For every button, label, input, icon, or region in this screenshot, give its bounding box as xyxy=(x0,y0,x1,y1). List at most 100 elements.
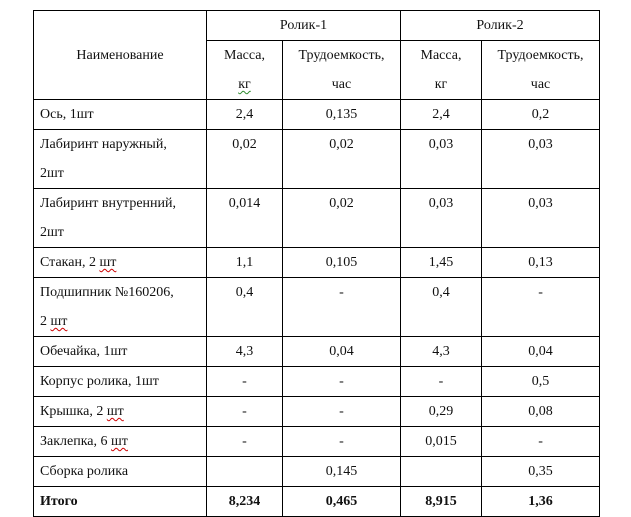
table-row: Ось, 1шт 2,4 0,135 2,4 0,2 xyxy=(33,99,601,130)
r1-mass: - xyxy=(206,396,283,427)
total-r1-mass: 8,234 xyxy=(206,486,283,517)
header-roller-1-label: Ролик-1 xyxy=(279,18,328,33)
r2-labor: 0,08 xyxy=(481,396,601,427)
r2-mass xyxy=(400,456,483,487)
r1-mass: 0,4 xyxy=(206,277,283,337)
r1-labor: 0,02 xyxy=(281,129,402,189)
r1-labor: 0,04 xyxy=(281,336,402,367)
parts-specification-table: Наименование Ролик-1 Ролик-2 Масса, кг Т… xyxy=(33,10,601,517)
header-r1-mass-label: Масса, xyxy=(224,48,265,63)
r2-mass: 0,03 xyxy=(400,129,483,189)
table-row: Подшипник №160206, 2 шт 0,4 - 0,4 - xyxy=(33,277,601,337)
r1-labor: 0,145 xyxy=(281,456,402,487)
r1-labor: - xyxy=(281,396,402,427)
part-name-text: Обечайка, 1шт xyxy=(40,344,128,359)
r2-mass: - xyxy=(400,366,483,397)
table-row: Лабиринт наружный, 2шт 0,02 0,02 0,03 0,… xyxy=(33,129,601,189)
header-roller-2-label: Ролик-2 xyxy=(476,18,524,33)
part-name: Лабиринт наружный, 2шт xyxy=(33,129,207,189)
header-r2-mass-unit: кг xyxy=(434,77,448,92)
part-name-text: Заклепка, 6 xyxy=(40,434,112,449)
part-name: Подшипник №160206, 2 шт xyxy=(33,277,207,337)
total-row: Итого 8,234 0,465 8,915 1,36 xyxy=(33,486,601,517)
r2-mass: 0,015 xyxy=(400,426,483,457)
r2-labor: 0,5 xyxy=(481,366,601,397)
r2-labor: - xyxy=(481,426,601,457)
part-name-text: Лабиринт внутренний, xyxy=(40,196,177,211)
r1-labor: - xyxy=(281,277,402,337)
r1-mass xyxy=(206,456,283,487)
table-row: Лабиринт внутренний, 2шт 0,014 0,02 0,03… xyxy=(33,188,601,248)
total-r1-labor: 0,465 xyxy=(281,486,402,517)
part-name-text: Стакан, 2 xyxy=(40,255,100,270)
r1-labor: 0,105 xyxy=(281,247,402,278)
header-name: Наименование xyxy=(33,10,207,100)
table-row: Обечайка, 1шт 4,3 0,04 4,3 0,04 xyxy=(33,336,601,367)
r2-labor: 0,13 xyxy=(481,247,601,278)
part-name: Корпус ролика, 1шт xyxy=(33,366,207,397)
header-roller-1: Ролик-1 xyxy=(205,10,402,41)
part-name: Заклепка, 6 шт xyxy=(33,426,207,457)
header-r2-labor-unit: час xyxy=(530,77,551,92)
header-r2-mass: Масса, кг xyxy=(400,40,483,100)
r1-labor: 0,135 xyxy=(281,99,402,130)
header-r1-labor-unit: час xyxy=(331,77,352,92)
part-name-text: Подшипник №160206, xyxy=(40,285,174,300)
part-name-text: Сборка ролика xyxy=(40,464,129,479)
r2-mass: 0,4 xyxy=(400,277,483,337)
header-r2-mass-label: Масса, xyxy=(420,48,462,63)
part-unit-text: шт xyxy=(99,255,117,270)
part-name: Лабиринт внутренний, 2шт xyxy=(33,188,207,248)
table-row: Сборка ролика 0,145 0,35 xyxy=(33,456,601,487)
r2-mass: 1,45 xyxy=(400,247,483,278)
part-name-text: Ось, 1шт xyxy=(40,107,94,122)
header-r1-labor-label: Трудоемкость, xyxy=(298,48,385,63)
part-name-text: Лабиринт наружный, xyxy=(40,137,167,152)
header-roller-2: Ролик-2 xyxy=(400,10,601,41)
header-name-label: Наименование xyxy=(76,47,164,63)
r1-mass: 0,014 xyxy=(206,188,283,248)
r1-mass: 1,1 xyxy=(206,247,283,278)
r2-labor: - xyxy=(481,277,601,337)
r2-mass: 4,3 xyxy=(400,336,483,367)
table-row: Крышка, 2 шт - - 0,29 0,08 xyxy=(33,396,601,427)
total-r2-mass: 8,915 xyxy=(400,486,483,517)
r2-labor: 0,03 xyxy=(481,129,601,189)
part-unit-text: шт xyxy=(50,314,68,329)
r2-labor: 0,35 xyxy=(481,456,601,487)
r1-mass: 0,02 xyxy=(206,129,283,189)
part-qty-text: 2шт xyxy=(40,225,64,240)
part-name: Крышка, 2 шт xyxy=(33,396,207,427)
r1-labor: - xyxy=(281,426,402,457)
part-unit-text: шт xyxy=(111,434,128,449)
r2-labor: 0,04 xyxy=(481,336,601,367)
r2-labor: 0,2 xyxy=(481,99,601,130)
total-r2-labor: 1,36 xyxy=(481,486,601,517)
r1-mass: 2,4 xyxy=(206,99,283,130)
r1-mass: 4,3 xyxy=(206,336,283,367)
header-r2-labor-label: Трудоемкость, xyxy=(497,48,584,63)
part-name: Обечайка, 1шт xyxy=(33,336,207,367)
part-name-text: Крышка, 2 xyxy=(40,404,107,419)
r1-labor: 0,02 xyxy=(281,188,402,248)
table-row: Заклепка, 6 шт - - 0,015 - xyxy=(33,426,601,457)
r2-labor: 0,03 xyxy=(481,188,601,248)
part-name: Стакан, 2 шт xyxy=(33,247,207,278)
part-qty-text: 2шт xyxy=(40,166,64,181)
part-unit-text: шт xyxy=(106,404,124,419)
part-name-text: Корпус ролика, 1шт xyxy=(40,374,159,389)
r2-mass: 0,03 xyxy=(400,188,483,248)
part-name: Сборка ролика xyxy=(33,456,207,487)
header-r1-mass: Масса, кг xyxy=(206,40,283,100)
header-r2-labor: Трудоемкость, час xyxy=(481,40,601,100)
part-qty-text: 2 xyxy=(40,314,51,329)
part-name: Ось, 1шт xyxy=(33,99,207,130)
r2-mass: 0,29 xyxy=(400,396,483,427)
r1-labor: - xyxy=(281,366,402,397)
header-r1-mass-unit: кг xyxy=(238,77,251,92)
table-row: Стакан, 2 шт 1,1 0,105 1,45 0,13 xyxy=(33,247,601,278)
table-row: Корпус ролика, 1шт - - - 0,5 xyxy=(33,366,601,397)
r1-mass: - xyxy=(206,366,283,397)
r1-mass: - xyxy=(206,426,283,457)
header-r1-labor: Трудоемкость, час xyxy=(281,40,402,100)
